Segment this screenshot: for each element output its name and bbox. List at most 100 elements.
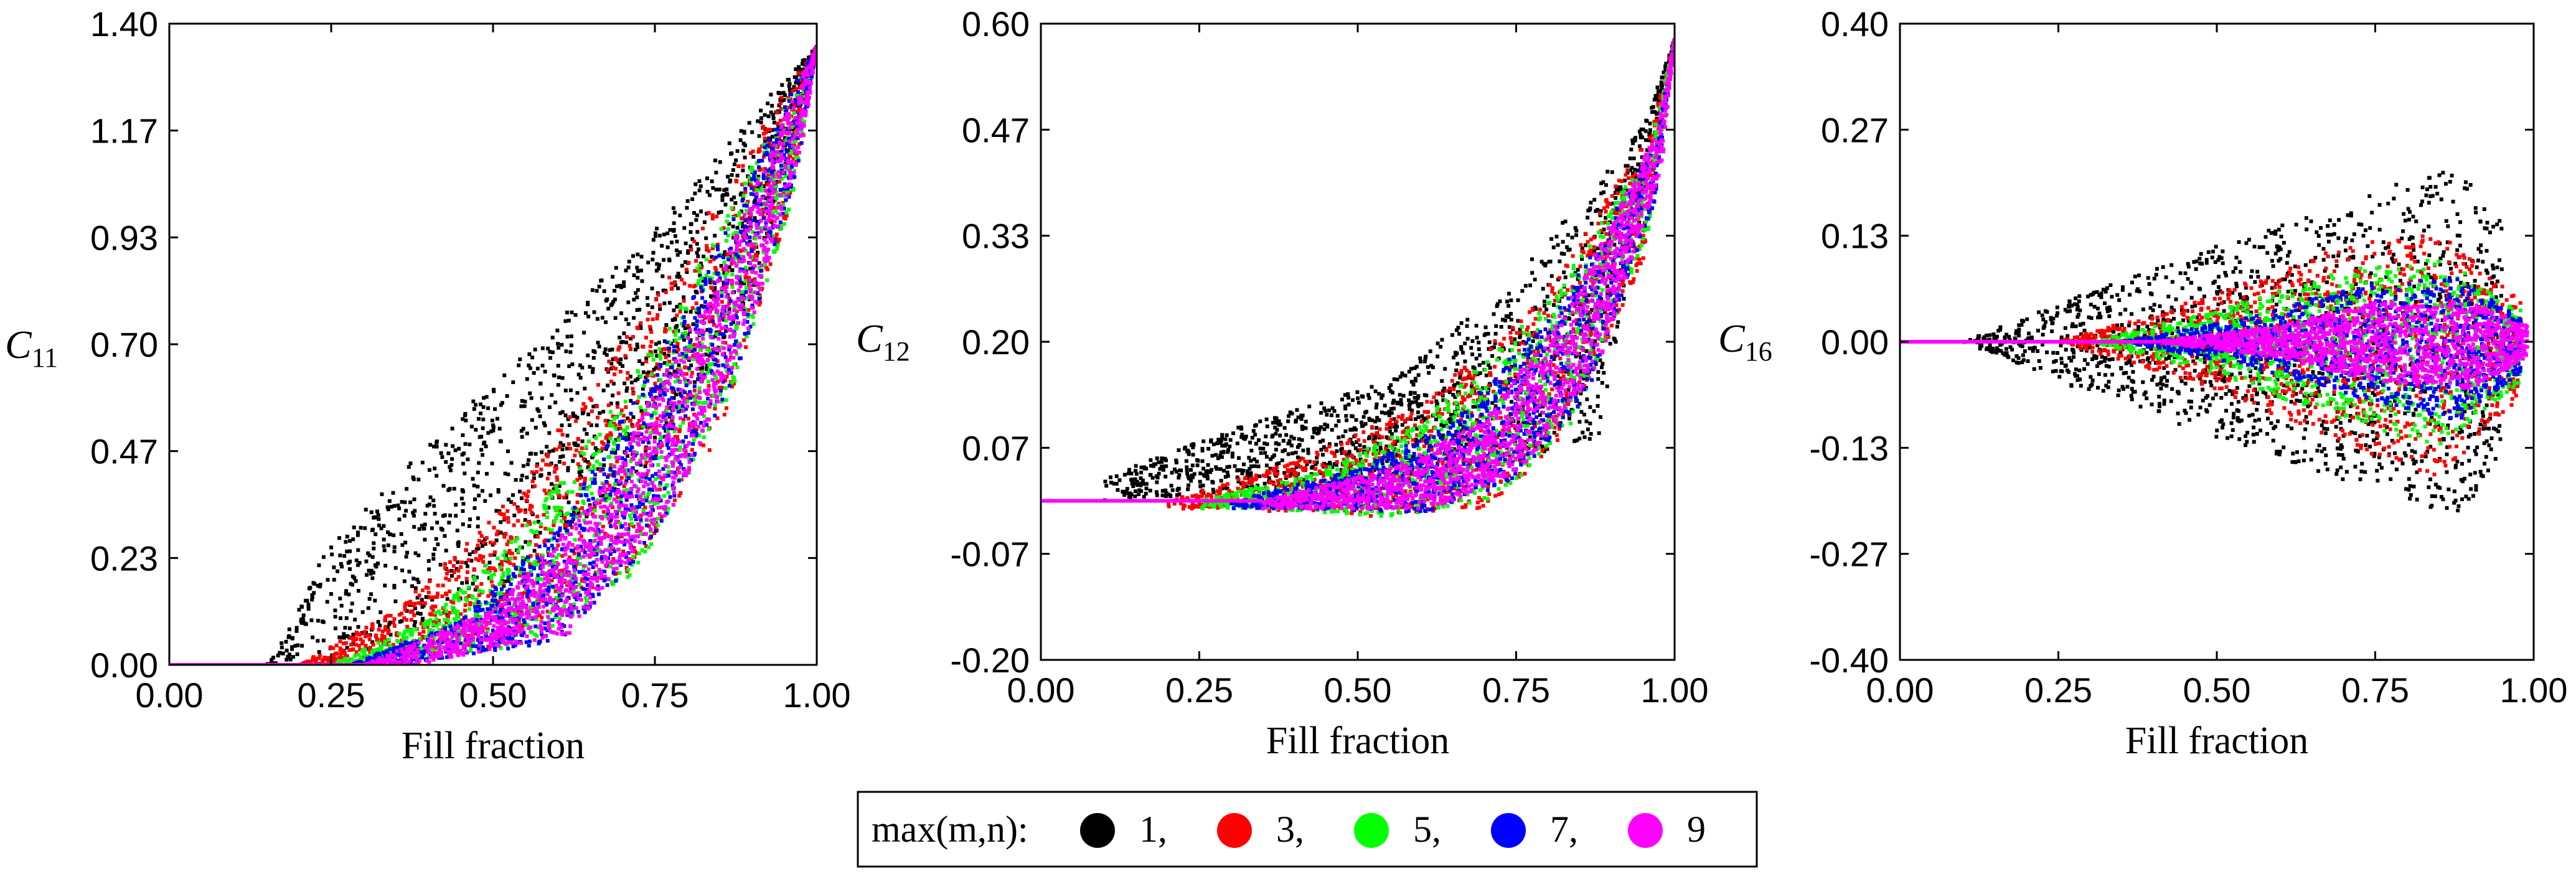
point <box>501 581 505 585</box>
point <box>366 551 370 555</box>
point <box>729 355 733 359</box>
point <box>655 354 659 358</box>
point <box>781 212 785 216</box>
point <box>367 647 372 652</box>
point <box>618 497 623 502</box>
point <box>469 425 474 429</box>
point <box>489 576 493 581</box>
point <box>579 453 583 458</box>
point <box>659 519 664 523</box>
point <box>388 613 393 618</box>
point <box>721 267 725 271</box>
point <box>751 322 756 326</box>
point <box>294 629 299 633</box>
point <box>420 650 425 654</box>
point <box>744 290 748 294</box>
point <box>286 635 291 639</box>
point <box>751 258 756 262</box>
point <box>582 482 586 486</box>
point <box>515 629 519 634</box>
point <box>661 467 665 471</box>
point <box>697 400 702 405</box>
point <box>759 108 763 113</box>
point <box>310 595 314 600</box>
point <box>475 618 479 622</box>
point <box>387 499 392 503</box>
point <box>718 388 723 393</box>
point <box>653 231 657 235</box>
point <box>730 282 734 286</box>
point <box>392 504 397 508</box>
point <box>794 67 798 72</box>
point <box>774 236 778 240</box>
point <box>653 382 657 386</box>
point <box>499 608 503 612</box>
point <box>705 189 710 194</box>
point <box>756 165 761 169</box>
point <box>560 554 565 558</box>
point <box>722 188 726 192</box>
point <box>776 204 780 208</box>
point <box>585 599 589 603</box>
point <box>682 319 687 324</box>
point <box>708 329 712 334</box>
point <box>393 599 398 603</box>
point <box>750 270 754 274</box>
point <box>626 322 631 326</box>
point <box>667 301 672 305</box>
point <box>386 507 390 512</box>
point <box>672 221 676 225</box>
point <box>537 577 542 581</box>
point <box>611 424 615 428</box>
point <box>787 137 792 141</box>
point <box>658 481 662 485</box>
point <box>697 279 701 283</box>
point <box>345 549 349 553</box>
point <box>601 388 606 393</box>
point <box>516 549 520 553</box>
point <box>493 609 497 614</box>
point <box>463 603 468 607</box>
point <box>523 591 527 595</box>
point <box>558 445 562 449</box>
point <box>651 454 655 459</box>
point <box>428 618 433 622</box>
point <box>443 562 447 566</box>
point <box>351 537 355 542</box>
point <box>779 106 783 111</box>
point <box>603 514 607 519</box>
point <box>653 456 657 461</box>
point <box>530 470 534 474</box>
point <box>635 342 639 347</box>
point <box>475 585 479 590</box>
point <box>472 578 477 582</box>
point <box>662 486 667 491</box>
point <box>773 238 777 243</box>
point <box>742 338 746 342</box>
point <box>698 184 703 189</box>
point <box>525 462 530 466</box>
point <box>641 387 645 391</box>
point <box>682 337 686 342</box>
point <box>557 553 561 557</box>
point <box>484 647 489 652</box>
point <box>326 656 331 660</box>
point <box>702 435 706 440</box>
point <box>588 365 592 369</box>
point <box>693 327 698 332</box>
point <box>493 602 497 606</box>
point <box>356 652 360 657</box>
point <box>409 609 413 614</box>
point <box>802 90 806 95</box>
point <box>588 468 592 472</box>
point <box>538 522 543 526</box>
point <box>611 474 616 478</box>
point <box>586 353 590 357</box>
point <box>774 134 779 138</box>
point <box>487 566 492 570</box>
point <box>715 332 719 336</box>
point <box>737 210 741 215</box>
point <box>758 293 762 298</box>
point <box>563 413 568 418</box>
point <box>502 535 507 539</box>
